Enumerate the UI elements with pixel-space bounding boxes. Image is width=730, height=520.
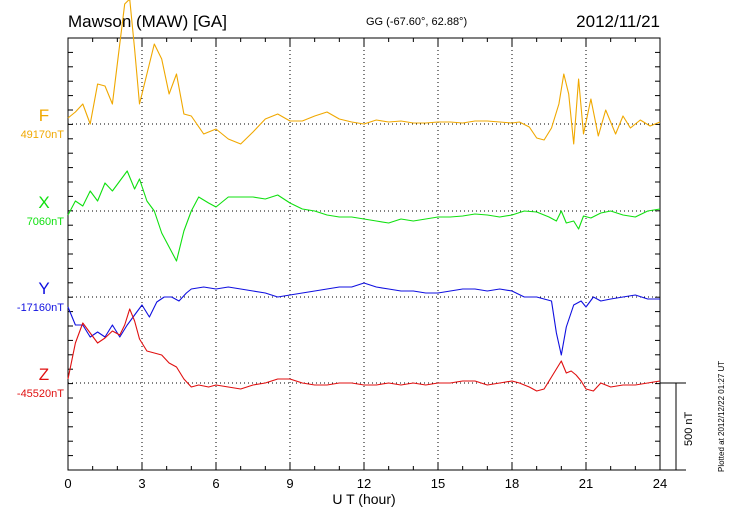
x-axis-label: U T (hour): [332, 491, 395, 507]
plot-date: 2012/11/21: [576, 12, 660, 31]
series-baseline-y: -17160nT: [17, 302, 64, 314]
series-baseline-f: 49170nT: [21, 129, 65, 141]
geo-coordinates: GG (-67.60°, 62.88°): [366, 16, 468, 28]
plotted-at-note: Plotted at 2012/12/22 01:27 UT: [717, 361, 726, 472]
grid-lines: [68, 38, 660, 470]
x-tick-label: 6: [212, 476, 219, 491]
series-line-x: [67, 170, 661, 262]
series-group: [67, 0, 661, 392]
x-tick-label: 0: [64, 476, 71, 491]
series-labels: F 49170nT X 7060nT Y -17160nT Z -45520nT: [17, 106, 64, 400]
series-line-z: [67, 308, 661, 392]
x-tick-label: 12: [357, 476, 371, 491]
x-tick-label: 18: [505, 476, 519, 491]
x-tick-label: 15: [431, 476, 445, 491]
series-name-x: X: [38, 193, 49, 212]
series-name-y: Y: [38, 279, 49, 298]
series-baseline-z: -45520nT: [17, 388, 64, 400]
series-name-z: Z: [39, 365, 49, 384]
series-name-f: F: [39, 106, 49, 125]
x-tick-label: 3: [138, 476, 145, 491]
series-line-y: [67, 282, 660, 356]
x-tick-label: 24: [653, 476, 667, 491]
series-line-f: [67, 0, 661, 145]
x-tick-label: 9: [286, 476, 293, 491]
axis-ticks: 0 3 6 9 12 15 18 21 24: [64, 38, 667, 491]
station-title: Mawson (MAW) [GA]: [68, 12, 227, 31]
series-baseline-x: 7060nT: [27, 216, 65, 228]
scale-bar-label: 500 nT: [683, 411, 695, 446]
scale-bar: 500 nT: [660, 382, 695, 471]
x-tick-label: 21: [579, 476, 593, 491]
